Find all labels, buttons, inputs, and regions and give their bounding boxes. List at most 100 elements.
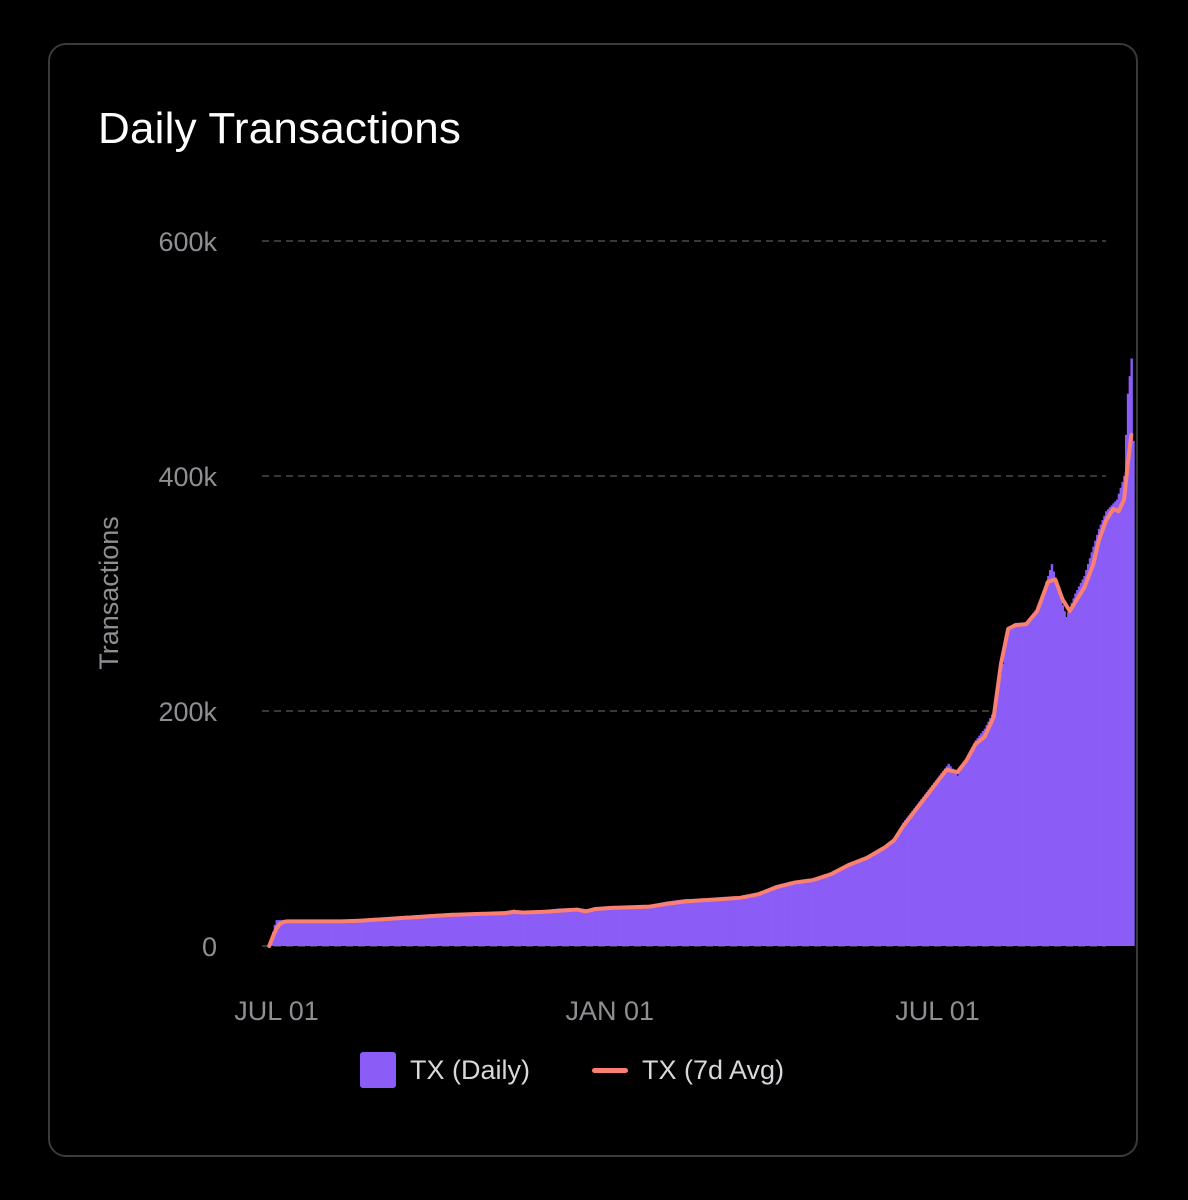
daily-bar	[349, 919, 353, 946]
daily-bar	[670, 900, 673, 946]
daily-bar	[1021, 622, 1025, 946]
daily-bar	[817, 877, 820, 946]
daily-bar	[371, 918, 374, 946]
x-tick-label: JUL 01	[234, 996, 319, 1026]
daily-bar	[793, 881, 796, 946]
daily-bar	[358, 918, 362, 946]
daily-bar	[713, 898, 717, 946]
daily-bar	[337, 920, 340, 946]
daily-bar	[1019, 622, 1023, 946]
daily-bar	[483, 913, 487, 946]
daily-bar	[1103, 515, 1106, 946]
daily-bar	[820, 876, 824, 946]
daily-bar	[300, 920, 304, 946]
daily-bar	[578, 908, 581, 946]
daily-bar	[893, 840, 896, 946]
daily-bar	[1076, 589, 1079, 946]
daily-bar	[996, 692, 999, 946]
daily-bar	[909, 813, 912, 946]
daily-bar	[721, 897, 724, 946]
daily-bar	[681, 899, 684, 946]
daily-bar	[992, 711, 996, 946]
daily-bar	[929, 787, 932, 946]
daily-bar	[860, 859, 863, 946]
daily-bar	[431, 914, 434, 946]
daily-bar	[585, 910, 588, 946]
daily-bar	[527, 911, 530, 946]
daily-bar	[683, 899, 686, 946]
daily-bar	[592, 907, 595, 946]
daily-bar	[1128, 376, 1132, 946]
daily-bar	[971, 747, 974, 946]
daily-bar	[574, 908, 577, 946]
daily-bar	[284, 920, 288, 946]
daily-bar	[1115, 499, 1119, 946]
daily-bar	[668, 901, 672, 946]
daily-bar	[549, 909, 552, 946]
daily-bar	[1132, 440, 1135, 946]
daily-bar	[748, 894, 751, 946]
daily-bar	[972, 743, 976, 946]
daily-bar	[869, 855, 873, 946]
daily-bar	[797, 880, 800, 946]
daily-bar	[373, 918, 376, 946]
daily-bar	[507, 910, 510, 946]
daily-bar	[530, 911, 534, 946]
daily-bar	[799, 880, 802, 946]
daily-bar	[755, 893, 758, 946]
daily-bar	[737, 896, 740, 946]
daily-bar	[907, 815, 911, 946]
daily-bar	[487, 912, 490, 946]
daily-bar	[1003, 652, 1007, 946]
daily-bar	[1032, 612, 1036, 946]
daily-bar	[826, 874, 829, 946]
legend-item-avg[interactable]: TX (7d Avg)	[592, 1055, 784, 1086]
daily-bar	[856, 860, 860, 946]
daily-bar	[1027, 620, 1030, 946]
daily-bar	[375, 917, 378, 946]
daily-bar	[559, 908, 563, 946]
daily-bar	[346, 919, 349, 946]
daily-bar	[518, 910, 521, 946]
chart-card	[48, 43, 1138, 1157]
daily-bar	[712, 898, 715, 946]
daily-bar	[1074, 593, 1077, 946]
daily-bar	[706, 898, 710, 946]
daily-bar	[693, 899, 697, 946]
daily-bar	[1094, 540, 1097, 946]
daily-bar	[395, 916, 398, 946]
daily-bar	[422, 914, 425, 946]
daily-bar	[621, 906, 624, 946]
daily-bar	[398, 916, 402, 946]
daily-bar	[679, 899, 682, 946]
y-tick-label: 0	[202, 932, 217, 962]
x-tick-labels: JUL 01 JAN 01 JUL 01	[234, 996, 980, 1026]
avg-line	[267, 432, 1134, 948]
daily-bar	[1086, 564, 1090, 946]
daily-bar	[911, 810, 914, 946]
daily-bar	[567, 908, 570, 946]
daily-bar	[938, 775, 941, 946]
daily-bar	[407, 915, 411, 946]
daily-bar	[708, 898, 711, 946]
daily-bar	[619, 906, 623, 946]
daily-bar	[460, 913, 463, 946]
daily-bar	[958, 772, 961, 946]
daily-bar	[415, 915, 418, 946]
legend-item-daily[interactable]: TX (Daily)	[360, 1052, 530, 1088]
daily-bar	[891, 841, 894, 946]
daily-bar	[800, 880, 804, 946]
daily-bar	[1101, 520, 1104, 946]
daily-bar	[597, 906, 601, 946]
daily-bar	[900, 826, 903, 946]
daily-bar	[447, 913, 451, 946]
daily-bar	[469, 913, 472, 946]
daily-bar	[931, 785, 934, 946]
daily-bar	[1117, 493, 1121, 946]
daily-bar	[1108, 507, 1112, 946]
daily-bar	[719, 897, 722, 946]
daily-bar	[764, 889, 768, 946]
daily-bar	[449, 913, 452, 946]
daily-bar	[288, 920, 291, 946]
daily-bar	[532, 911, 536, 946]
